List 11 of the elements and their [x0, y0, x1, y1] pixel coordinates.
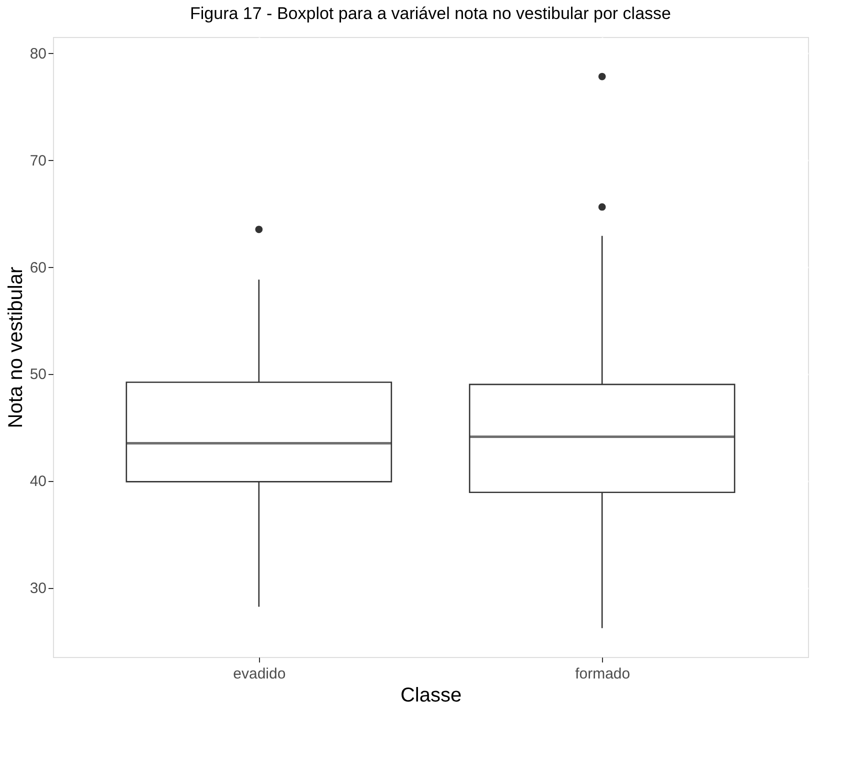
- y-axis-title: Nota no vestibular: [4, 266, 27, 428]
- chart-title: Figura 17 - Boxplot para a variável nota no vestibular por classe: [190, 4, 671, 23]
- y-tick-label: 80: [30, 46, 46, 63]
- x-tick-label: evadido: [233, 666, 286, 682]
- y-tick-label: 70: [30, 152, 46, 170]
- y-tick-label: 60: [30, 259, 46, 276]
- x-axis-title: Classe: [400, 684, 462, 706]
- x-tick-label: formado: [575, 666, 630, 682]
- y-tick-label: 30: [30, 580, 46, 598]
- y-tick-label: 40: [30, 473, 46, 490]
- y-tick-label: 50: [30, 366, 46, 384]
